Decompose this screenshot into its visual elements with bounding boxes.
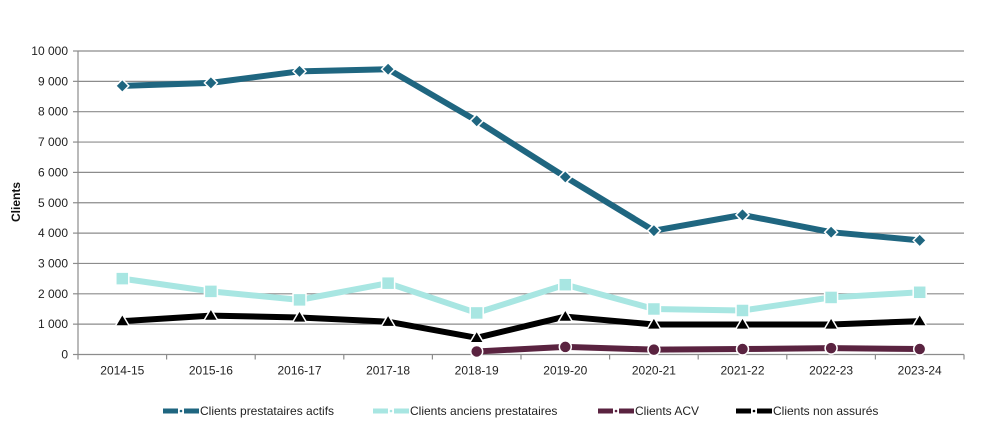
data-point: [469, 305, 484, 321]
data-point: [203, 75, 219, 91]
y-tick-label: 5 000: [38, 196, 68, 210]
axes: [73, 50, 965, 360]
data-point: [646, 301, 662, 317]
legend-marker: [614, 409, 618, 413]
y-axis-label: Clients: [9, 182, 23, 222]
data-point: [824, 341, 838, 355]
data-point: [911, 312, 929, 327]
data-point: [735, 342, 750, 356]
series-line: [121, 275, 920, 316]
data-point: [469, 344, 484, 359]
data-point: [734, 315, 751, 331]
data-point: [558, 340, 573, 354]
y-tick-label: 4 000: [38, 226, 68, 240]
data-point: [558, 277, 573, 292]
y-tick-label: 2 000: [38, 287, 68, 301]
y-tick-label: 1 000: [38, 317, 68, 331]
y-tick-label: 10 000: [31, 44, 68, 58]
x-tick-labels: 2014-15 2015-16 2016-17 2017-18 2018-19 2019-…: [100, 364, 942, 378]
series-line: [476, 343, 920, 355]
series-clients-anciens-prestataires: [115, 271, 927, 321]
x-tick-label: 2021-22: [720, 364, 764, 378]
x-tick-label: 2016-17: [277, 364, 321, 378]
legend-label: Clients prestataires actifs: [200, 404, 335, 418]
data-point: [203, 284, 219, 299]
data-point: [823, 290, 839, 305]
legend-marker: [389, 409, 393, 413]
y-tick-label: 9 000: [38, 74, 68, 88]
x-tick-label: 2018-19: [455, 364, 499, 378]
legend-marker: [179, 409, 183, 413]
data-point: [292, 292, 307, 308]
x-tick-label: 2014-15: [100, 364, 144, 378]
legend-item: Clients prestataires actifs: [162, 404, 334, 418]
data-point: [469, 113, 485, 129]
x-tick-label: 2017-18: [366, 364, 410, 378]
series-clients-non-assur-s: [113, 307, 929, 344]
series-clients-acv: [469, 340, 927, 359]
y-tick-label: 6 000: [38, 165, 68, 179]
x-tick-label: 2023-24: [898, 364, 942, 378]
data-point: [645, 315, 663, 331]
data-point: [912, 342, 927, 356]
legend-label: Clients non assurés: [773, 404, 879, 418]
x-tick-label: 2020-21: [632, 364, 676, 378]
legend-item: Clients ACV: [597, 404, 699, 418]
data-point: [291, 308, 308, 324]
data-point: [735, 303, 750, 318]
series-line: [122, 66, 920, 244]
data-point: [647, 342, 661, 357]
data-point: [291, 63, 308, 79]
data-point: [912, 232, 928, 248]
legend-swatch-icon: [598, 408, 634, 414]
series-clients-prestataires-actifs: [114, 61, 928, 248]
legend-swatch-icon: [373, 408, 409, 414]
legend-item: Clients anciens prestataires: [372, 404, 557, 418]
data-point: [379, 313, 397, 328]
legend-marker: [752, 409, 756, 413]
data-point: [202, 307, 220, 322]
y-tick-label: 0: [61, 348, 68, 362]
legend-item: Clients non assurés: [735, 404, 878, 418]
data-point: [823, 224, 839, 240]
gridlines: [78, 50, 964, 325]
y-tick-label: 3 000: [38, 256, 68, 270]
data-point: [646, 223, 662, 239]
legend-swatch-icon: [736, 408, 772, 414]
data-point: [113, 312, 131, 327]
legend-swatch-icon: [163, 408, 199, 414]
data-point: [912, 285, 927, 300]
data-point: [115, 271, 130, 286]
legend-label: Clients anciens prestataires: [410, 404, 558, 418]
data-point: [557, 169, 573, 185]
x-tick-label: 2015-16: [189, 364, 233, 378]
data-point: [822, 315, 840, 331]
x-tick-label: 2022-23: [809, 364, 853, 378]
data-point: [380, 275, 396, 291]
x-tick-label: 2019-20: [543, 364, 587, 378]
series-group: [113, 61, 929, 359]
data-point: [468, 329, 486, 344]
data-point: [734, 207, 751, 223]
legend: Clients prestataires actifs Clients ancie…: [0, 404, 995, 426]
y-tick-label: 7 000: [38, 135, 68, 149]
y-tick-label: 8 000: [38, 105, 68, 119]
data-point: [114, 78, 130, 94]
data-point: [380, 61, 396, 77]
y-tick-labels: 0 1 000 2 000 3 000 4 000 5 000 6 000 7 000 8 00…: [31, 44, 68, 362]
series-line: [122, 312, 920, 341]
legend-label: Clients ACV: [635, 404, 700, 418]
data-point: [556, 308, 574, 323]
